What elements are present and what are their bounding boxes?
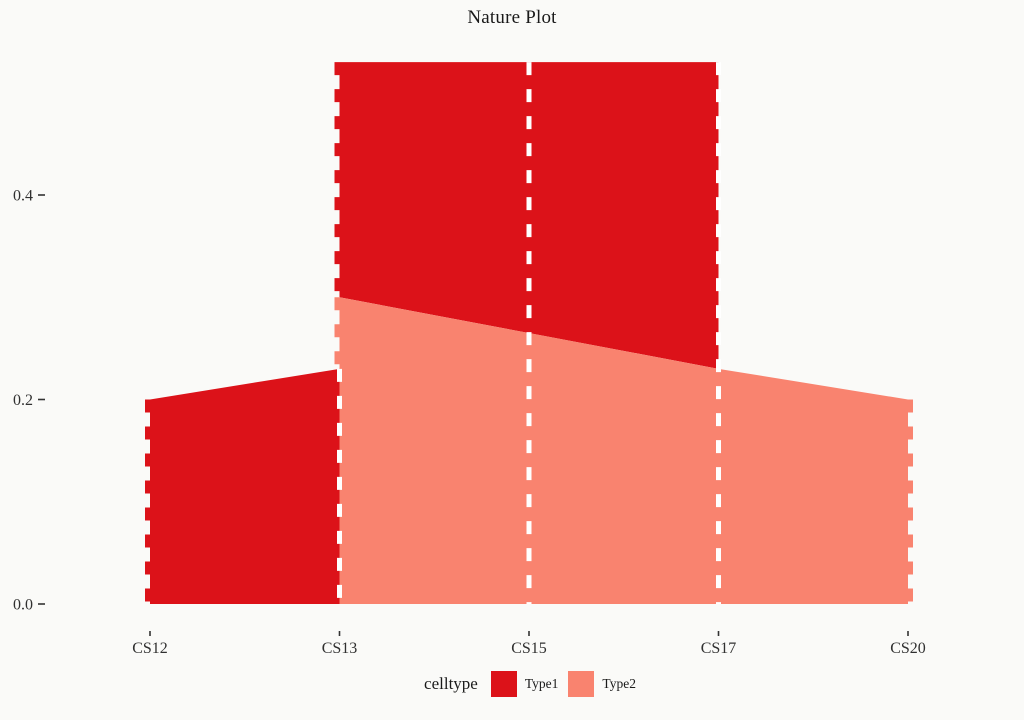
x-axis-tick-label: CS12 bbox=[132, 640, 168, 657]
legend-label-type2: Type2 bbox=[602, 676, 636, 691]
x-axis-tick-label: CS13 bbox=[322, 640, 358, 657]
legend-swatch-type2-icon bbox=[568, 671, 595, 697]
area-type1 bbox=[150, 368, 340, 604]
x-axis-tick-label: CS17 bbox=[701, 640, 737, 657]
x-axis-tick-label: CS20 bbox=[890, 640, 926, 657]
y-axis-tick-label: 0.2 bbox=[13, 392, 33, 409]
x-axis-tick-label: CS15 bbox=[511, 640, 547, 657]
area-type1 bbox=[339, 62, 719, 369]
legend: celltype Type1 Type2 bbox=[18, 671, 1024, 697]
legend-item-type2: Type2 bbox=[568, 671, 636, 697]
legend-item-type1: Type1 bbox=[490, 671, 559, 697]
area-type2 bbox=[339, 297, 908, 604]
legend-swatch-type1-icon bbox=[490, 671, 517, 697]
y-axis-tick-label: 0.4 bbox=[13, 188, 33, 205]
legend-label-type1: Type1 bbox=[524, 676, 559, 691]
y-axis-tick-label: 0.0 bbox=[13, 597, 33, 614]
chart-title: Nature Plot bbox=[467, 7, 557, 28]
legend-title: celltype bbox=[424, 674, 478, 693]
